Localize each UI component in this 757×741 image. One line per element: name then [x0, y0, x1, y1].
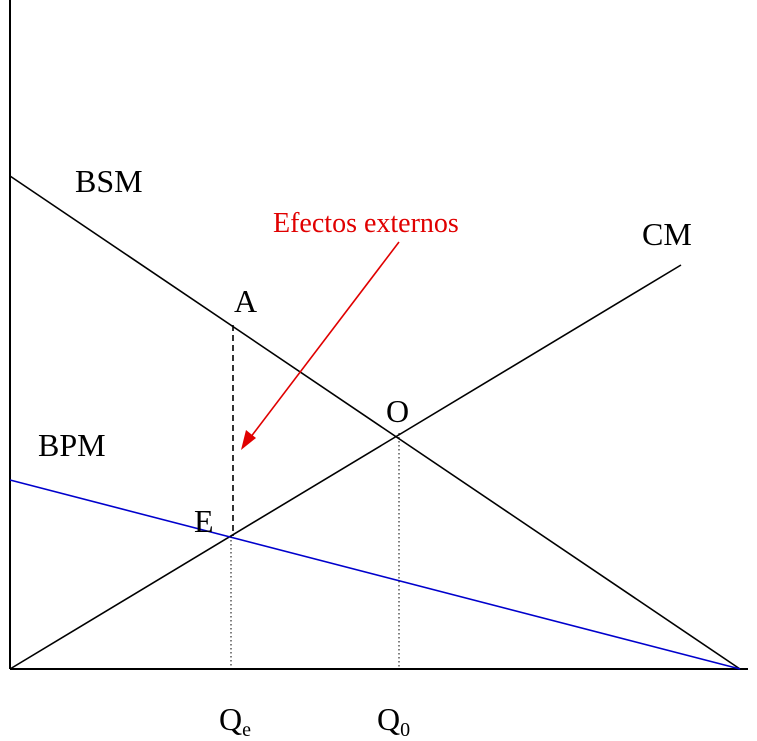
externality-arrow-shaft: [246, 241, 400, 443]
qe-subscript: e: [242, 719, 251, 741]
externality-arrow-head: [241, 430, 256, 450]
point-e-label: E: [194, 503, 214, 539]
bpm-curve: [9, 479, 741, 670]
qe-main: Q: [219, 701, 242, 737]
externalities-label: Efectos externos: [273, 208, 459, 239]
bsm-label: BSM: [75, 163, 143, 199]
q0-tick-label: Q0: [377, 701, 410, 741]
point-a-label: A: [234, 283, 257, 319]
bsm-curve: [9, 175, 741, 670]
qe-tick-label: Qe: [219, 701, 251, 741]
q0-subscript: 0: [400, 719, 410, 741]
cm-label: CM: [642, 216, 692, 252]
q0-main: Q: [377, 701, 400, 737]
point-o-label: O: [386, 393, 409, 429]
bpm-label: BPM: [38, 427, 106, 463]
cm-curve: [9, 264, 682, 670]
